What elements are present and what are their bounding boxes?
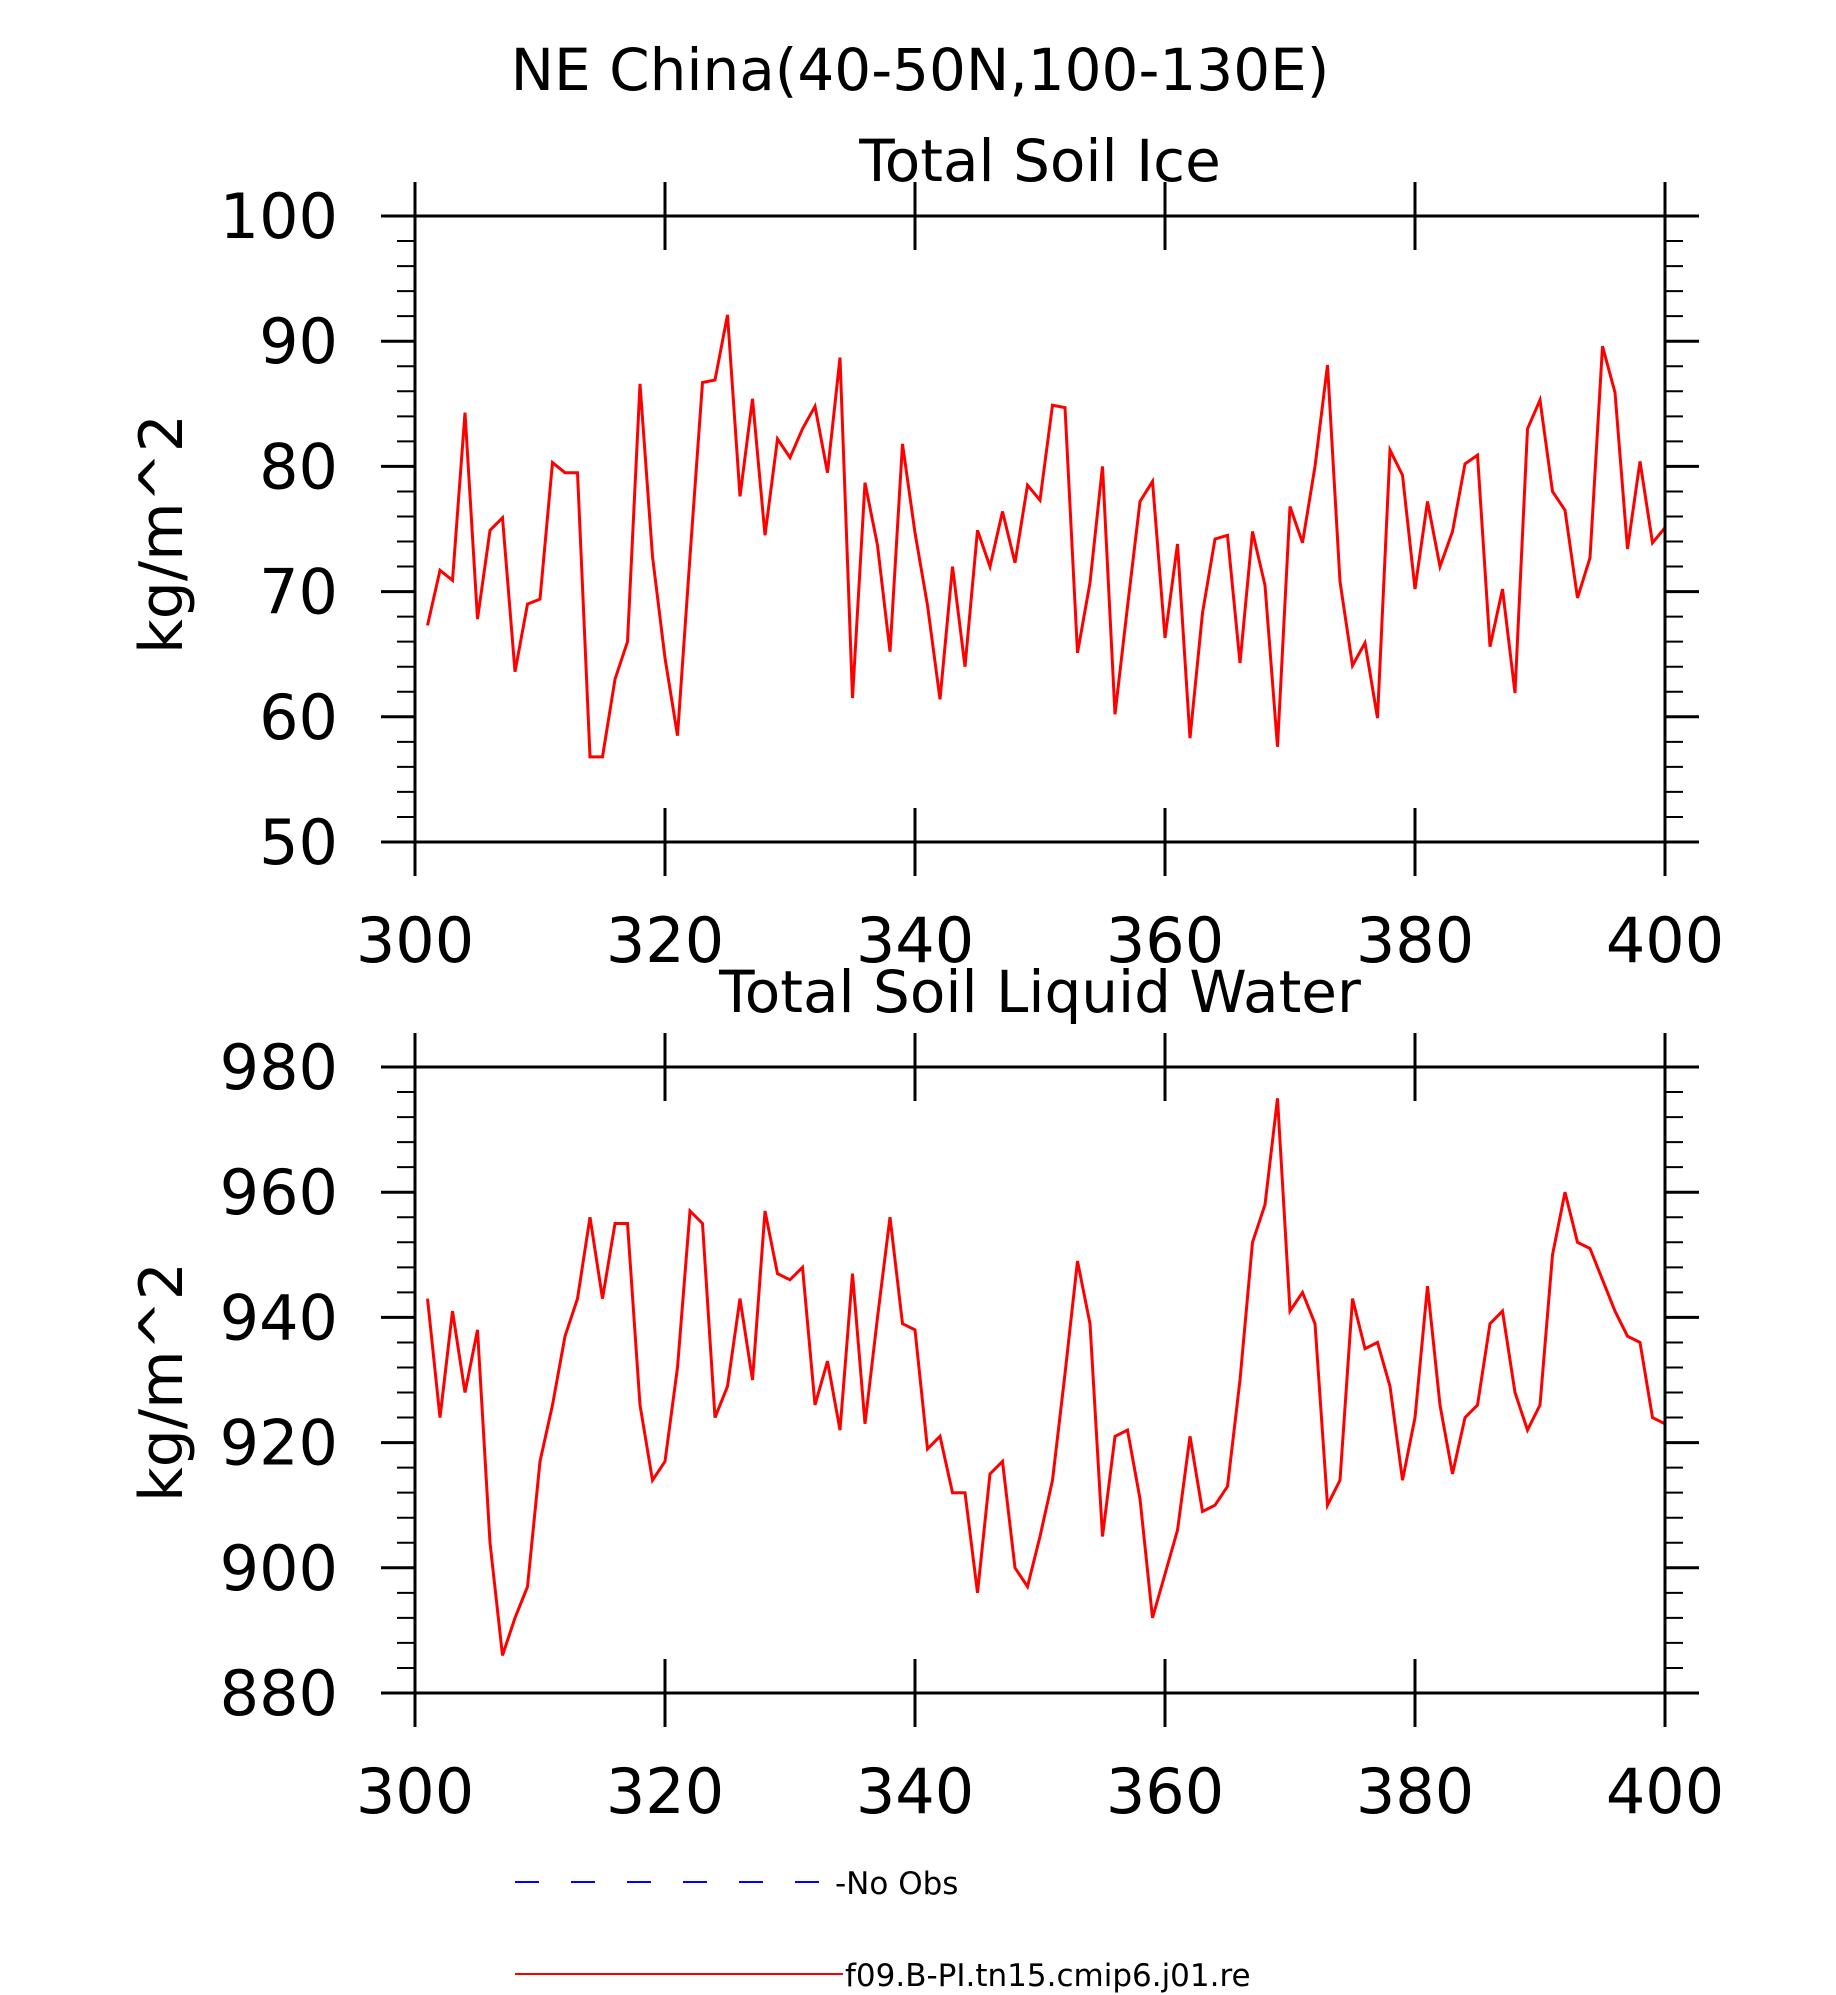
y-tick-label: 980 [220, 1031, 338, 1104]
x-tick-label: 360 [1106, 904, 1224, 977]
tick-marks [381, 1033, 1699, 1727]
panel-title: Total Soil Liquid Water [718, 958, 1361, 1026]
panel-total-soil-ice: Total Soil Ice kg/m^2 300 320 340 360 380 400… [127, 127, 1724, 977]
series-line-soil-liquid-water [426, 1098, 1666, 1656]
x-tick-label: 320 [606, 904, 724, 977]
panel-total-soil-liquid-water: Total Soil Liquid Water kg/m^2 300 320 340… [127, 958, 1724, 1828]
y-tick-label: 50 [259, 806, 338, 879]
x-tick-label: 300 [356, 1755, 474, 1828]
y-tick-label: 920 [220, 1407, 338, 1480]
plot-frame [413, 214, 1667, 844]
y-axis-label: kg/m^2 [127, 414, 197, 654]
series-line-soil-ice [426, 314, 1667, 759]
x-tick-labels: 300 320 340 360 380 400 [356, 904, 1724, 977]
x-tick-label: 340 [856, 1755, 974, 1828]
y-tick-label: 900 [220, 1532, 338, 1605]
y-tick-label: 940 [220, 1281, 338, 1354]
panel-title: Total Soil Ice [858, 127, 1221, 195]
x-tick-label: 320 [606, 1755, 724, 1828]
legend: -No Obs f09.B-PI.tn15.cmip6.j01.re [515, 1866, 1251, 1994]
y-tick-label: 880 [220, 1657, 338, 1730]
y-axis-label: kg/m^2 [127, 1262, 197, 1502]
y-tick-labels: 880 900 920 940 960 980 [220, 1031, 338, 1730]
x-tick-label: 400 [1606, 1755, 1724, 1828]
y-tick-label: 80 [259, 430, 338, 503]
x-tick-label: 340 [856, 904, 974, 977]
x-tick-label: 360 [1106, 1755, 1224, 1828]
y-tick-label: 960 [220, 1156, 338, 1229]
plot-frame [413, 1065, 1667, 1695]
legend-label-model-run: f09.B-PI.tn15.cmip6.j01.re [845, 1958, 1251, 1994]
x-tick-label: 380 [1356, 1755, 1474, 1828]
y-tick-label: 90 [259, 305, 338, 378]
y-tick-labels: 50 60 70 80 90 100 [220, 180, 338, 879]
y-tick-label: 100 [220, 180, 338, 253]
legend-label-no-obs: -No Obs [835, 1866, 958, 1902]
y-tick-label: 70 [259, 556, 338, 629]
x-tick-label: 380 [1356, 904, 1474, 977]
x-tick-labels: 300 320 340 360 380 400 [356, 1755, 1724, 1828]
x-tick-label: 400 [1606, 904, 1724, 977]
x-tick-label: 300 [356, 904, 474, 977]
main-title: NE China(40-50N,100-130E) [511, 36, 1330, 104]
y-tick-label: 60 [259, 681, 338, 754]
